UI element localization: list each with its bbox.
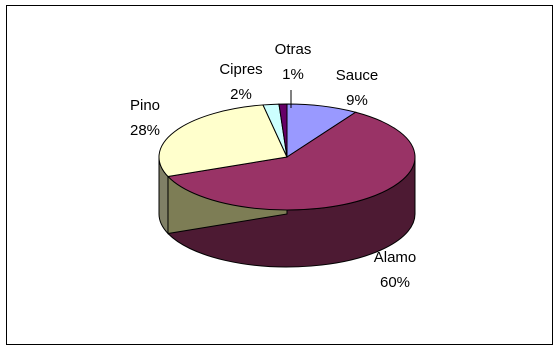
slice-labels: Sauce 9% Alamo 60% Pino 28% Cipres 2% Otras 1%: [130, 41, 416, 291]
chart-frame: Sauce 9% Alamo 60% Pino 28% Cipres 2% Otras 1%: [6, 5, 553, 345]
slice-label-sauce-value: 9%: [346, 92, 368, 109]
slice-label-pino-name: Pino: [130, 97, 160, 114]
slice-alamo: [166, 111, 416, 211]
slice-label-otras-name: Otras: [275, 41, 312, 58]
slice-label-alamo-value: 60%: [380, 274, 410, 291]
slice-label-otras-value: 1%: [282, 66, 304, 83]
slice-label-sauce-name: Sauce: [336, 67, 379, 84]
slice-pino: [158, 104, 288, 178]
slice-label-cipres-value: 2%: [230, 86, 252, 103]
pie-top: [158, 103, 416, 211]
pie-chart: Sauce 9% Alamo 60% Pino 28% Cipres 2% Otras 1%: [130, 41, 416, 291]
slice-label-alamo-name: Alamo: [374, 249, 417, 266]
slice-label-cipres-name: Cipres: [219, 61, 262, 78]
slice-otras: [278, 103, 288, 158]
slice-label-pino-value: 28%: [130, 122, 160, 139]
